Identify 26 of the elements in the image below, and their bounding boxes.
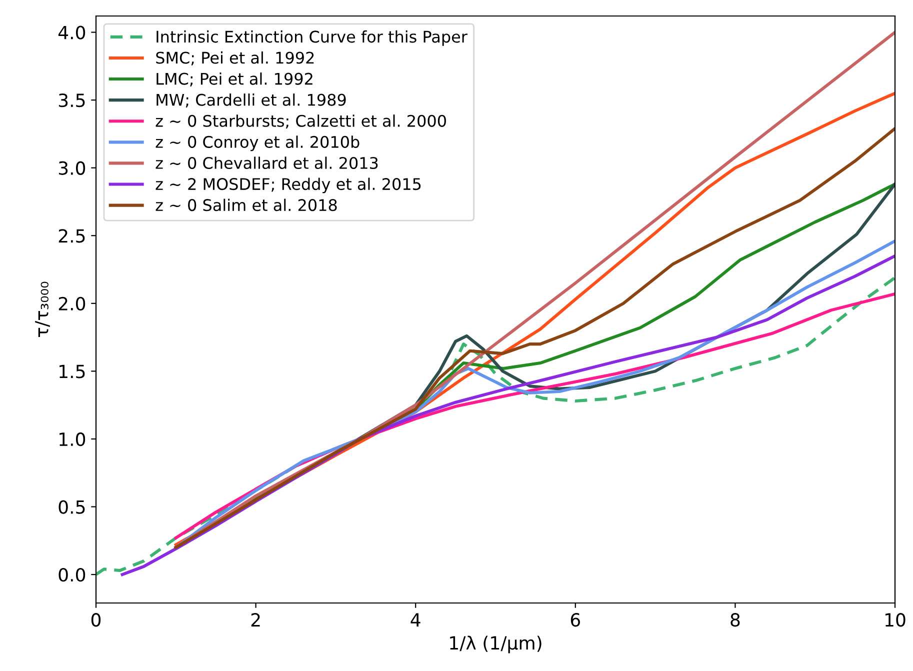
y-tick-label: 2.5 <box>58 229 85 243</box>
x-tick-label: 8 <box>730 613 740 627</box>
y-tick-label: 0.0 <box>58 568 86 582</box>
legend-label: z ∼ 0 Starbursts; Calzetti et al. 2000 <box>156 114 446 129</box>
legend-label: z ∼ 0 Conroy et al. 2010b <box>156 136 360 152</box>
x-axis-title: 1/λ (1/μm) <box>450 636 542 654</box>
legend-label: z ∼ 0 Salim et al. 2018 <box>156 198 337 212</box>
y-tick-label: 3.5 <box>58 94 85 108</box>
x-tick-label: 6 <box>570 613 580 627</box>
y-axis-title: τ/τ₃₀₀₀ <box>35 282 50 338</box>
legend-label: z ∼ 0 Chevallard et al. 2013 <box>156 156 378 170</box>
x-tick-label: 10 <box>885 613 906 627</box>
y-tick-label: 2.0 <box>58 296 86 311</box>
y-tick-label: 0.5 <box>58 500 85 514</box>
x-tick-label: 4 <box>410 613 420 626</box>
legend-label: LMC; Pei et al. 1992 <box>156 72 312 86</box>
y-tick-label: 4.0 <box>58 26 86 40</box>
legend-label: z ∼ 2 MOSDEF; Reddy et al. 2015 <box>156 178 421 194</box>
legend-label: SMC; Pei et al. 1992 <box>156 51 314 66</box>
y-tick-label: 1.5 <box>60 364 85 378</box>
y-tick-label: 1.0 <box>60 432 86 446</box>
legend-label: MW; Cardelli et al. 1989 <box>156 94 346 108</box>
y-tick-label: 3.0 <box>58 161 86 175</box>
x-tick-label: 2 <box>251 613 260 626</box>
x-tick-label: 0 <box>91 613 101 627</box>
legend-label: Intrinsic Extinction Curve for this Paper <box>156 30 468 46</box>
